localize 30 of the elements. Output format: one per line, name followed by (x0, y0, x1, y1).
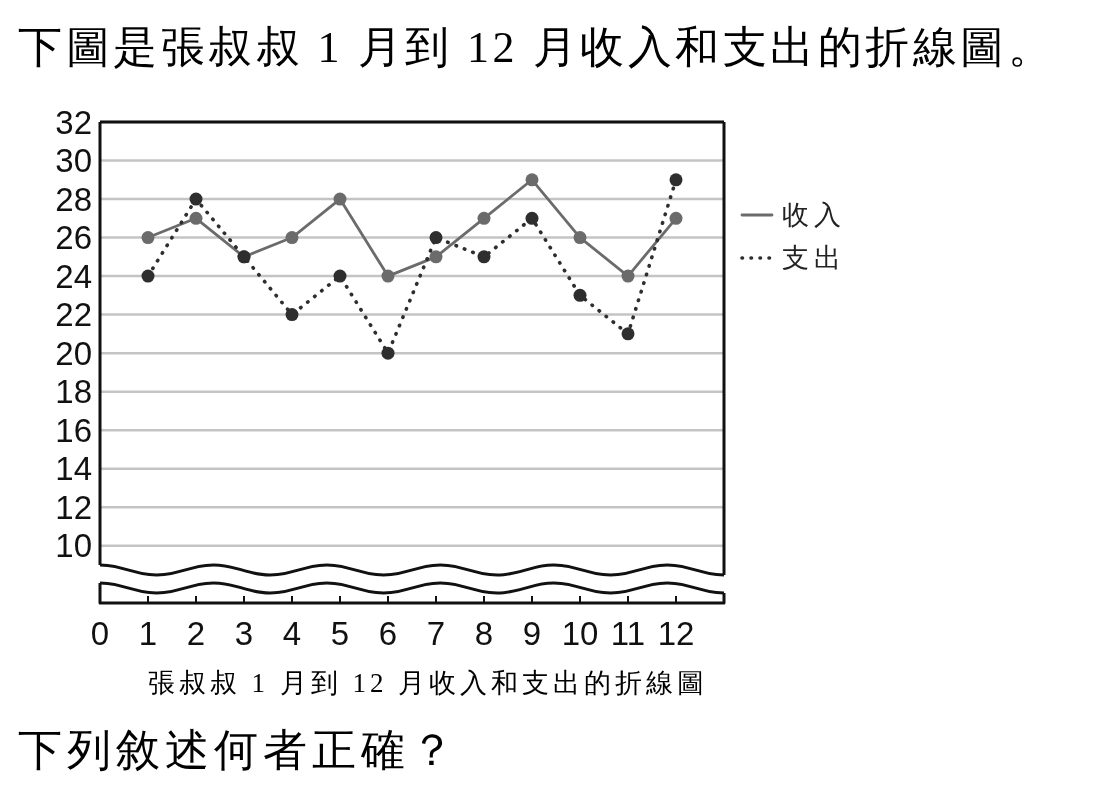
x-tick-label: 11 (610, 614, 646, 652)
y-tick-label: 20 (55, 334, 92, 372)
x-tick-label: 0 (90, 614, 110, 652)
legend-label: 支出 (782, 243, 846, 273)
y-tick-label: 12 (55, 488, 92, 526)
x-tick-label: 7 (426, 614, 446, 652)
y-tick-label: 32 (55, 103, 92, 141)
y-tick-label: 16 (55, 411, 92, 449)
annotation: 下列敘述何者正確？ (18, 725, 459, 775)
x-tick-label: 4 (282, 614, 302, 652)
y-tick-label: 18 (55, 373, 92, 411)
x-tick-label: 1 (138, 614, 158, 652)
y-tick-label: 22 (55, 296, 92, 334)
y-tick-label: 10 (55, 527, 92, 565)
x-tick-label: 3 (234, 614, 254, 652)
y-tick-label: 26 (55, 219, 92, 257)
x-tick-label: 12 (657, 614, 695, 652)
x-tick-label: 8 (474, 614, 494, 652)
x-tick-label: 2 (186, 614, 206, 652)
x-tick-label: 6 (378, 614, 398, 652)
annotation: 張叔叔 1 月到 12 月收入和支出的折線圖 (147, 668, 709, 698)
x-tick-label: 9 (522, 614, 542, 652)
y-tick-label: 24 (55, 257, 92, 295)
y-tick-label: 14 (55, 450, 92, 488)
legend-label: 收入 (782, 200, 846, 230)
y-tick-label: 28 (55, 180, 92, 218)
y-tick-label: 30 (55, 142, 92, 180)
title: 下圖是張叔叔 1 月到 12 月收入和支出的折線圖。 (18, 22, 1055, 72)
x-tick-label: 5 (330, 614, 350, 652)
x-tick-label: 10 (561, 614, 599, 652)
